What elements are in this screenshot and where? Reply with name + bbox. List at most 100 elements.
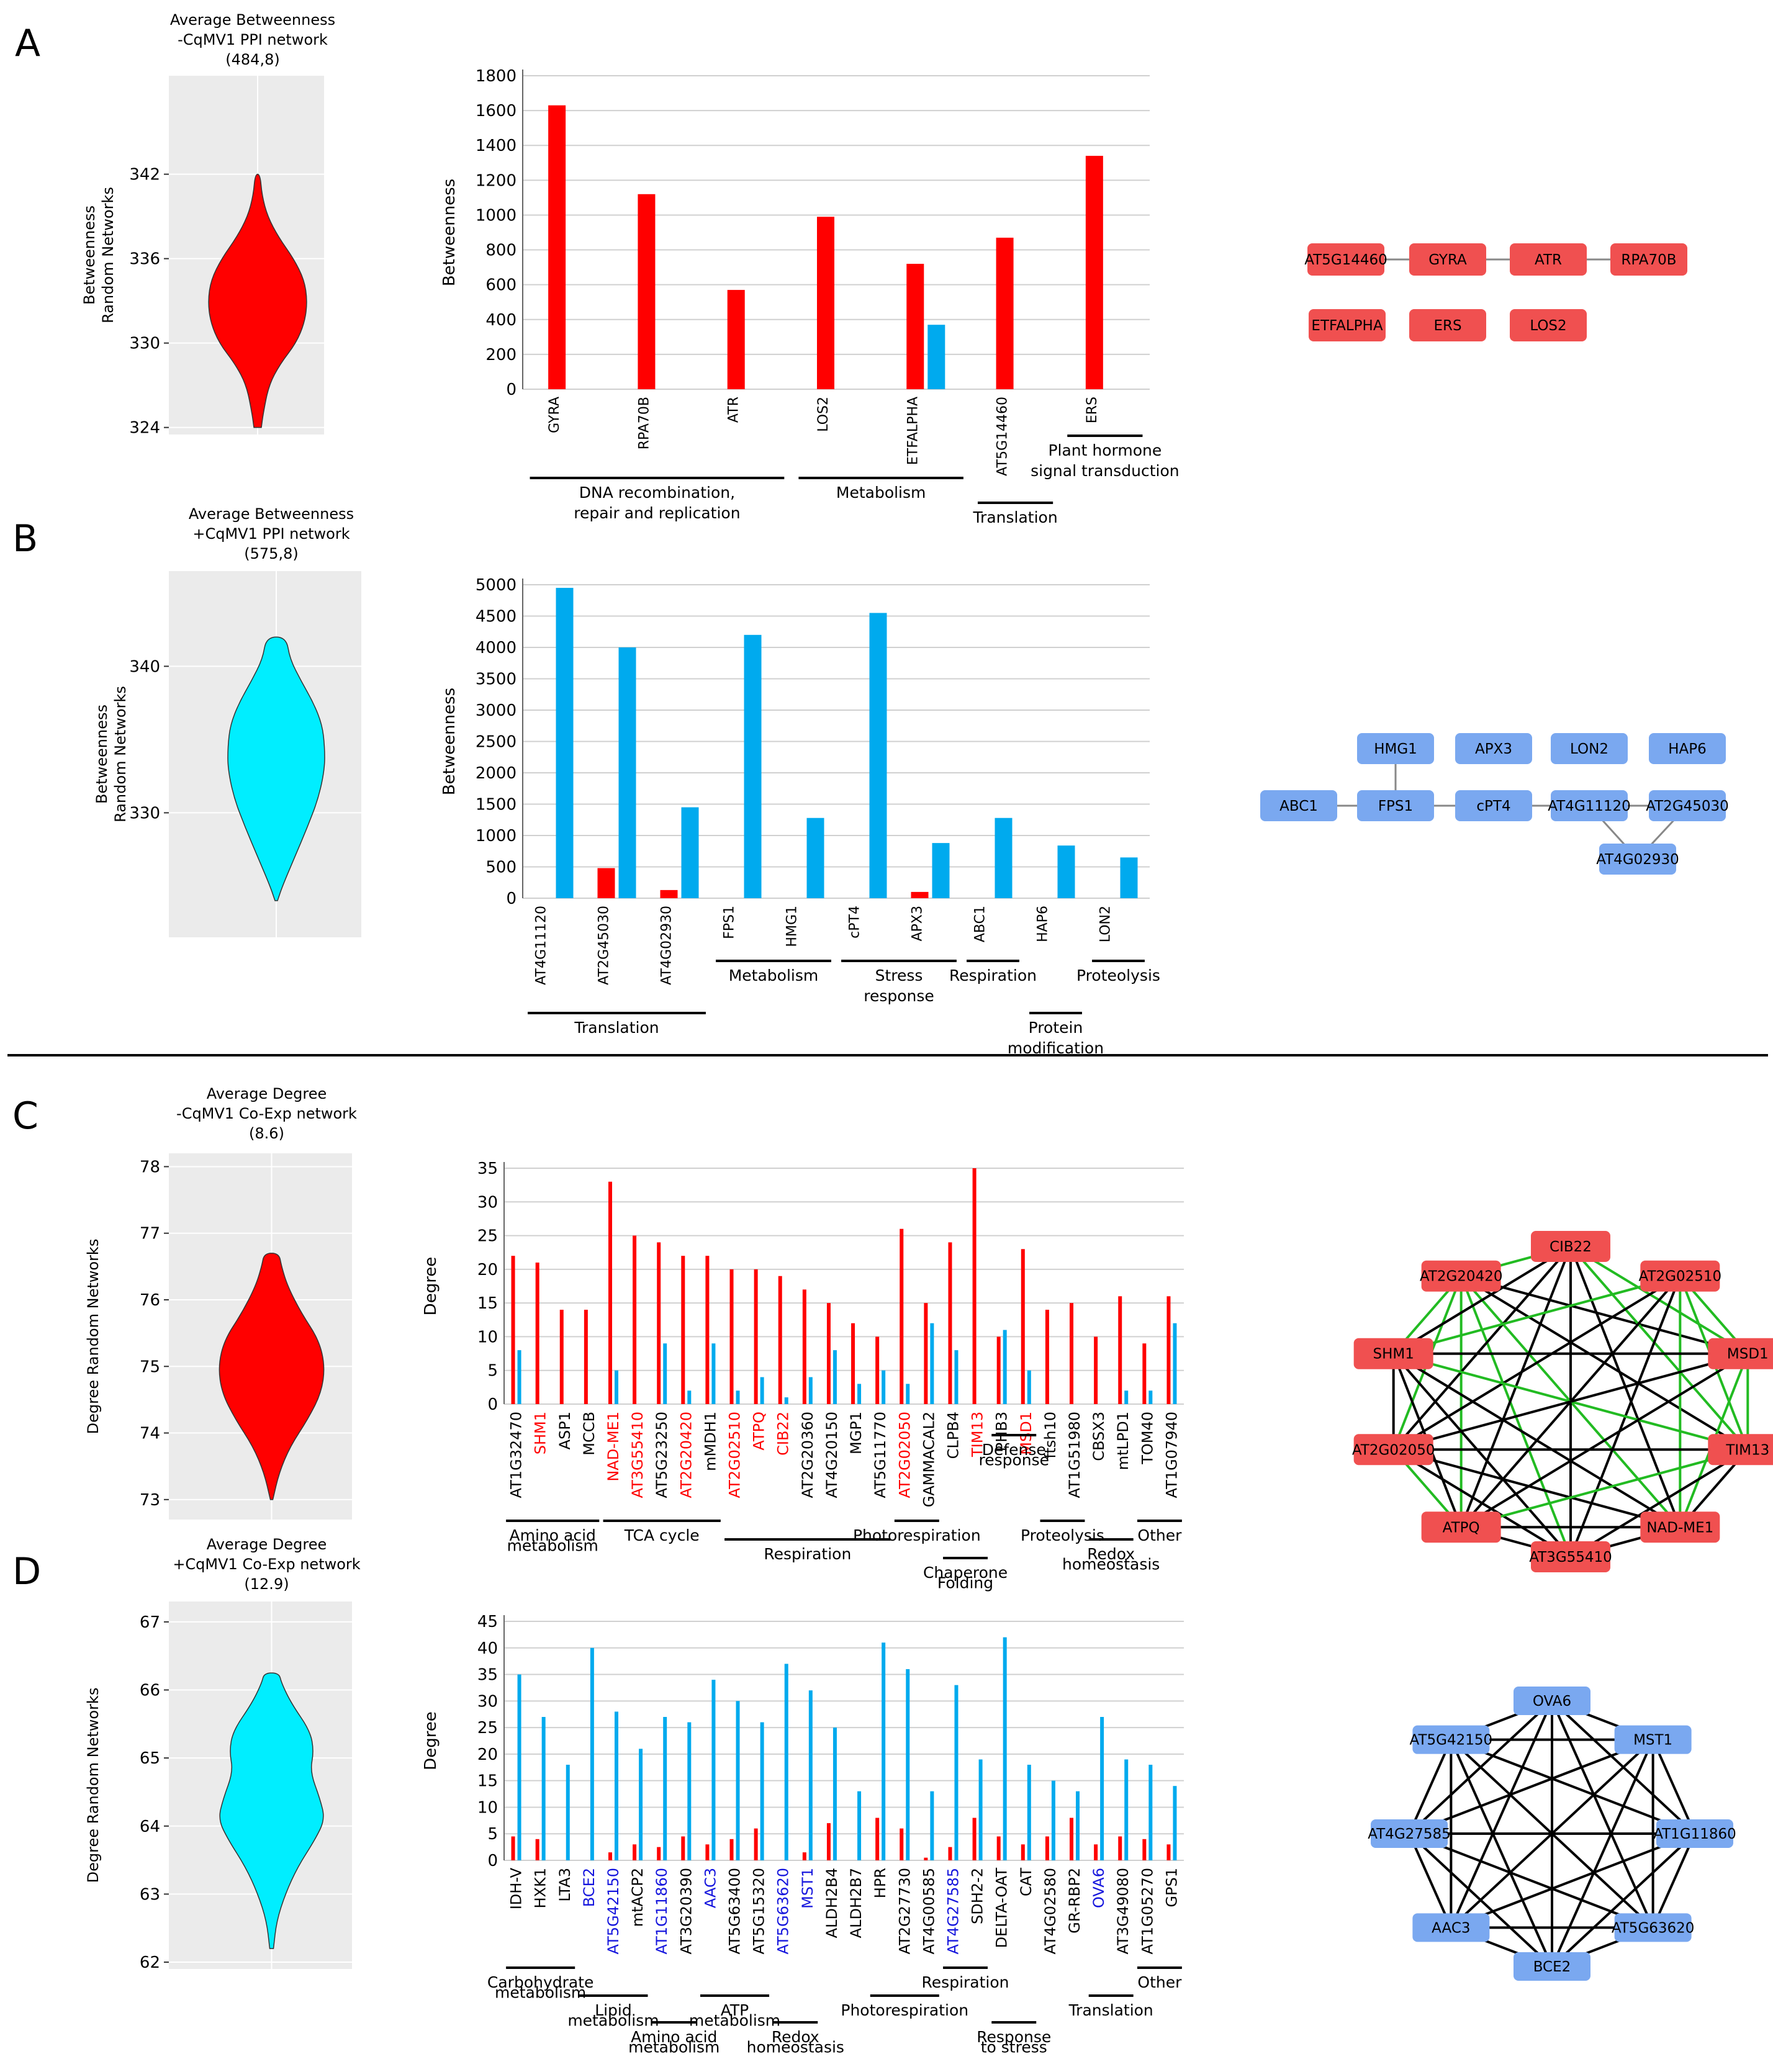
bar--CqMV1 bbox=[1166, 1844, 1171, 1860]
category-tick-label: ABC1 bbox=[973, 906, 988, 942]
bar-+CqMV1 bbox=[927, 325, 945, 389]
group-label: Other bbox=[1137, 1973, 1182, 1991]
category-tick-label: AT4G27585 bbox=[944, 1868, 962, 1954]
bar--CqMV1 bbox=[1094, 1336, 1098, 1404]
network-node-shm1 bbox=[1353, 1338, 1433, 1369]
network-node-label: BCE2 bbox=[1533, 1959, 1571, 1975]
category-tick-label: HXK1 bbox=[532, 1868, 549, 1909]
group-label: to stress bbox=[981, 2038, 1047, 2056]
group-label: metabolism bbox=[495, 1984, 586, 2002]
network-edge bbox=[1651, 1833, 1696, 1929]
bar--CqMV1 bbox=[1045, 1310, 1049, 1404]
category-tick-label: LON2 bbox=[1098, 906, 1114, 942]
network-node-label: cPT4 bbox=[1476, 798, 1510, 814]
violin-title-line: (12.9) bbox=[244, 1575, 289, 1593]
bar-y-tick-label: 0 bbox=[506, 890, 517, 908]
violin-shape bbox=[208, 173, 307, 428]
bar-y-tick-label: 0 bbox=[487, 1852, 498, 1870]
bar-y-tick-label: 2000 bbox=[476, 764, 517, 783]
networks-layer: AT5G14460 GYRA ATR RPA70B ETFALPHA ERS LOS2 HMG… bbox=[1260, 243, 1773, 1981]
violin-tick-label: 62 bbox=[140, 1953, 160, 1972]
group-label: Respiration bbox=[764, 1545, 851, 1563]
violin-tick-label: 75 bbox=[140, 1358, 160, 1376]
bar-+CqMV1 bbox=[882, 1642, 886, 1860]
category-tick-label: AT5G63400 bbox=[726, 1868, 744, 1954]
violin-panel-b: Average Betweenness +CqMV1 PPI network (57… bbox=[93, 505, 361, 937]
network-b: HMG1 APX3 LON2 HAP6 ABC1 FPS1 cPT4 AT4G11120 AT2… bbox=[1260, 733, 1729, 875]
bar-y-axis-label: Degree bbox=[422, 1711, 440, 1770]
category-tick-label: IDH-V bbox=[508, 1867, 525, 1909]
network-node-label: AT4G27585 bbox=[1368, 1826, 1451, 1842]
group-label: Respiration bbox=[922, 1973, 1009, 1991]
network-node-label: HMG1 bbox=[1374, 741, 1417, 757]
network-node-label: RPA70B bbox=[1621, 252, 1676, 268]
network-node-label: ATPQ bbox=[1443, 1520, 1480, 1536]
network-node-cib22 bbox=[1531, 1231, 1610, 1262]
group-label: Amino acid bbox=[631, 2028, 717, 2046]
category-tick-label: TOM40 bbox=[1139, 1412, 1156, 1465]
network-node-label: TIM13 bbox=[1725, 1442, 1769, 1458]
category-tick-label: GR-RBP2 bbox=[1066, 1868, 1083, 1934]
category-tick-label: SHM1 bbox=[532, 1412, 549, 1454]
category-tick-label: cPT4 bbox=[847, 906, 863, 939]
bar--CqMV1 bbox=[948, 1847, 952, 1860]
bar--CqMV1 bbox=[802, 1852, 806, 1860]
category-tick-label: FPS1 bbox=[722, 906, 738, 939]
violin-title-line: (484,8) bbox=[225, 51, 279, 68]
group-label: Redox bbox=[772, 2028, 819, 2046]
bar-y-tick-label: 400 bbox=[485, 311, 517, 330]
network-node-label: AT2G45030 bbox=[1646, 798, 1729, 814]
bar-y-tick-label: 3000 bbox=[476, 701, 517, 720]
bar-+CqMV1 bbox=[954, 1350, 959, 1404]
bar--CqMV1 bbox=[1118, 1836, 1122, 1860]
bar-y-tick-label: 15 bbox=[477, 1294, 498, 1313]
network-node-label: CIB22 bbox=[1550, 1239, 1592, 1255]
group-label: Translation bbox=[574, 1019, 659, 1037]
violin-y-axis-label: Degree Random Networks bbox=[84, 1239, 102, 1435]
bar--CqMV1 bbox=[802, 1289, 806, 1404]
category-tick-label: AT1G05270 bbox=[1139, 1868, 1156, 1954]
network-node-mst1 bbox=[1614, 1725, 1692, 1754]
group-label: metabolism bbox=[507, 1537, 598, 1555]
category-tick-label: AT2G02050 bbox=[896, 1412, 913, 1498]
violin-y-axis-label: Degree Random Networks bbox=[84, 1688, 102, 1883]
bar--CqMV1 bbox=[608, 1852, 612, 1860]
network-node-at4g02930 bbox=[1599, 844, 1676, 875]
category-tick-label: mtLPD1 bbox=[1114, 1412, 1132, 1470]
network-node-msd1 bbox=[1708, 1338, 1773, 1369]
bar--CqMV1 bbox=[1094, 1844, 1098, 1860]
network-node-label: AT3G55410 bbox=[1529, 1549, 1612, 1565]
network-node-etfalpha bbox=[1309, 309, 1386, 341]
bar--CqMV1 bbox=[1045, 1836, 1049, 1860]
bar-+CqMV1 bbox=[590, 1647, 594, 1860]
group-label: TCA cycle bbox=[624, 1526, 700, 1544]
network-node-label: ERS bbox=[1433, 318, 1461, 334]
network-edge bbox=[1393, 1352, 1748, 1451]
bar-+CqMV1 bbox=[744, 634, 762, 898]
violin-tick-label: 330 bbox=[129, 804, 160, 822]
network-node-at4g27585 bbox=[1371, 1819, 1448, 1848]
group-label: Photorespiration bbox=[853, 1526, 981, 1544]
category-tick-label: AT2G20420 bbox=[677, 1412, 695, 1498]
category-tick-label: GYRA bbox=[547, 397, 562, 433]
violin-tick-label: 324 bbox=[129, 419, 160, 438]
bar-+CqMV1 bbox=[930, 1323, 934, 1404]
category-tick-label: AT1G07940 bbox=[1163, 1412, 1180, 1498]
bar--CqMV1 bbox=[727, 290, 745, 389]
network-node-at5g42150 bbox=[1412, 1725, 1490, 1754]
network-node-atr bbox=[1510, 243, 1587, 276]
bar-+CqMV1 bbox=[711, 1343, 716, 1404]
bar-y-tick-label: 1600 bbox=[476, 102, 517, 120]
bar-y-tick-label: 1800 bbox=[476, 67, 517, 86]
network-edge bbox=[1393, 1274, 1681, 1355]
network-node-label: AT4G02930 bbox=[1596, 852, 1679, 868]
bar-y-tick-label: 15 bbox=[477, 1772, 498, 1791]
bar--CqMV1 bbox=[559, 1310, 564, 1404]
bar--CqMV1 bbox=[817, 217, 834, 389]
bar-y-tick-label: 10 bbox=[477, 1328, 498, 1346]
network-node-label: AT4G11120 bbox=[1548, 798, 1631, 814]
violin-title-line: +CqMV1 PPI network bbox=[192, 525, 350, 543]
category-tick-label: MGP1 bbox=[847, 1412, 865, 1454]
bar-+CqMV1 bbox=[517, 1350, 521, 1404]
violin-tick-label: 66 bbox=[140, 1682, 160, 1700]
